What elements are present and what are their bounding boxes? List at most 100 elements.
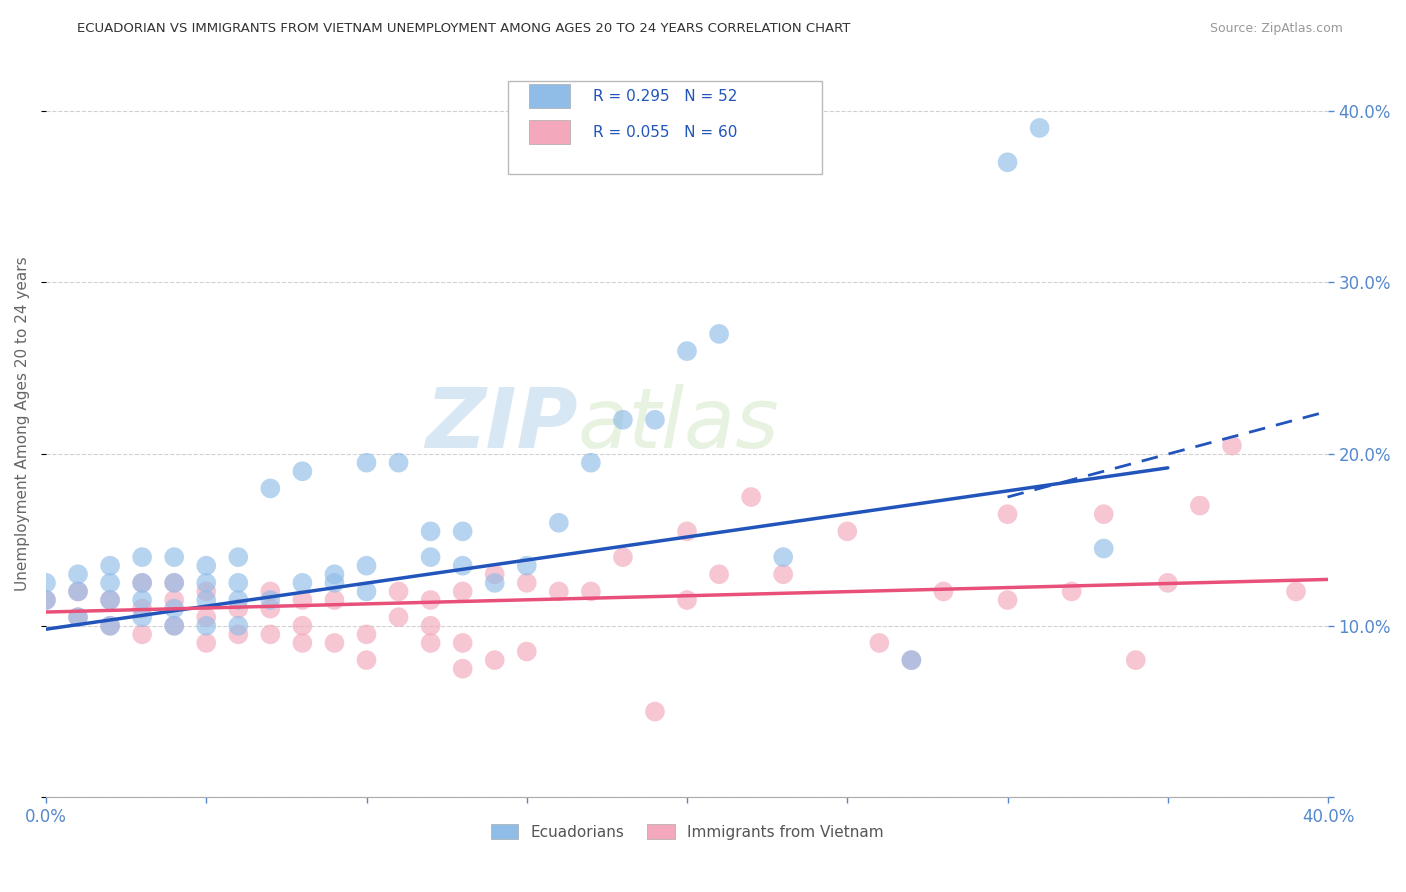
Text: R = 0.055   N = 60: R = 0.055 N = 60 xyxy=(593,125,738,139)
Point xyxy=(1125,653,1147,667)
Point xyxy=(291,593,314,607)
Point xyxy=(676,593,699,607)
Point xyxy=(66,567,89,582)
Point xyxy=(419,524,441,539)
Point xyxy=(484,567,506,582)
Point xyxy=(1060,584,1083,599)
Point xyxy=(484,653,506,667)
Legend: Ecuadorians, Immigrants from Vietnam: Ecuadorians, Immigrants from Vietnam xyxy=(485,818,890,846)
Point xyxy=(163,619,186,633)
Point xyxy=(1028,120,1050,135)
Text: R = 0.295   N = 52: R = 0.295 N = 52 xyxy=(593,88,738,103)
Point xyxy=(1157,575,1180,590)
Point xyxy=(1092,507,1115,521)
Point xyxy=(451,636,474,650)
Point xyxy=(644,705,666,719)
Point xyxy=(195,575,218,590)
Point xyxy=(131,627,153,641)
Point xyxy=(323,567,346,582)
Point xyxy=(195,558,218,573)
Point xyxy=(516,575,538,590)
Point xyxy=(644,413,666,427)
Point xyxy=(707,326,730,341)
Text: ECUADORIAN VS IMMIGRANTS FROM VIETNAM UNEMPLOYMENT AMONG AGES 20 TO 24 YEARS COR: ECUADORIAN VS IMMIGRANTS FROM VIETNAM UN… xyxy=(77,22,851,36)
Point xyxy=(98,575,121,590)
FancyBboxPatch shape xyxy=(529,84,571,108)
Point xyxy=(195,593,218,607)
Point xyxy=(772,550,794,565)
Point xyxy=(195,619,218,633)
Point xyxy=(900,653,922,667)
Point xyxy=(1188,499,1211,513)
Point xyxy=(356,584,378,599)
Point xyxy=(547,516,569,530)
Point xyxy=(356,558,378,573)
Point xyxy=(259,627,281,641)
Point xyxy=(259,584,281,599)
Point xyxy=(163,593,186,607)
Point xyxy=(387,610,409,624)
Point xyxy=(98,619,121,633)
FancyBboxPatch shape xyxy=(529,120,571,144)
Point xyxy=(387,584,409,599)
Point xyxy=(131,601,153,615)
Point xyxy=(740,490,762,504)
Point xyxy=(35,575,58,590)
Point xyxy=(323,636,346,650)
Point xyxy=(291,575,314,590)
Point xyxy=(66,610,89,624)
Point xyxy=(131,550,153,565)
Point xyxy=(547,584,569,599)
Point xyxy=(451,524,474,539)
Point xyxy=(163,575,186,590)
Point xyxy=(259,593,281,607)
Point xyxy=(356,653,378,667)
Point xyxy=(356,627,378,641)
Point xyxy=(997,155,1019,169)
Point xyxy=(323,575,346,590)
Text: atlas: atlas xyxy=(578,384,780,465)
Point xyxy=(163,550,186,565)
Point xyxy=(419,619,441,633)
Point xyxy=(291,636,314,650)
Point xyxy=(772,567,794,582)
Point xyxy=(612,413,634,427)
Point xyxy=(1285,584,1308,599)
Point xyxy=(451,662,474,676)
Point xyxy=(419,550,441,565)
Point xyxy=(387,456,409,470)
Point xyxy=(98,593,121,607)
Point xyxy=(1092,541,1115,556)
Point xyxy=(226,575,249,590)
Point xyxy=(291,464,314,478)
Point xyxy=(163,619,186,633)
Point xyxy=(516,644,538,658)
Point xyxy=(195,584,218,599)
Point xyxy=(356,456,378,470)
Point xyxy=(98,558,121,573)
Point xyxy=(226,627,249,641)
Point xyxy=(419,636,441,650)
Point xyxy=(997,507,1019,521)
Point xyxy=(226,601,249,615)
Point xyxy=(98,593,121,607)
Y-axis label: Unemployment Among Ages 20 to 24 years: Unemployment Among Ages 20 to 24 years xyxy=(15,257,30,591)
Point xyxy=(226,593,249,607)
Point xyxy=(35,593,58,607)
Point xyxy=(163,601,186,615)
Point xyxy=(579,456,602,470)
Point xyxy=(66,584,89,599)
Point xyxy=(131,610,153,624)
Point xyxy=(259,482,281,496)
Point xyxy=(195,636,218,650)
Point xyxy=(579,584,602,599)
Point xyxy=(131,593,153,607)
Point xyxy=(35,593,58,607)
Point xyxy=(226,619,249,633)
Point xyxy=(66,584,89,599)
Point xyxy=(837,524,859,539)
Point xyxy=(516,558,538,573)
FancyBboxPatch shape xyxy=(508,80,821,174)
Point xyxy=(131,575,153,590)
Point xyxy=(900,653,922,667)
